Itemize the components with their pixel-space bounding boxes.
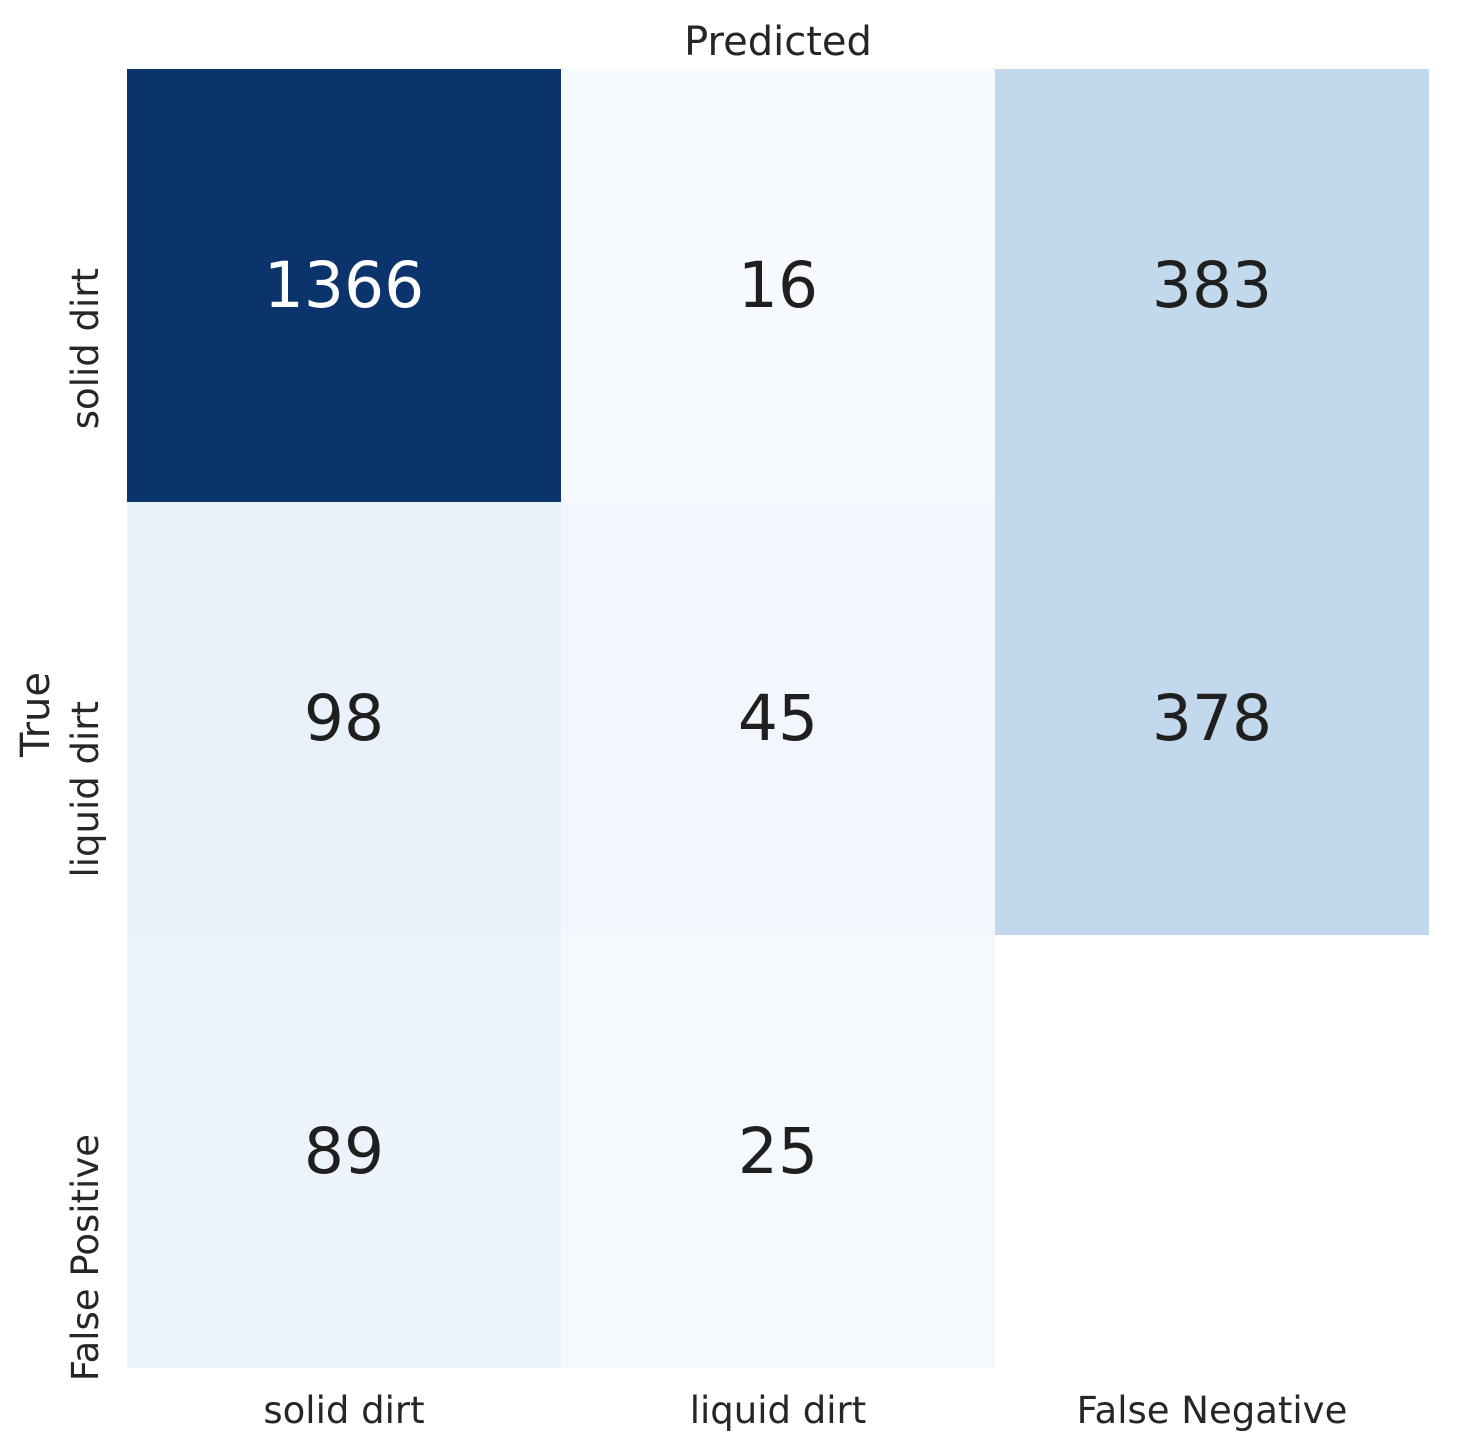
chart-title: Predicted: [684, 19, 872, 65]
x-tick-label-0: solid dirt: [263, 1389, 425, 1432]
heatmap-cell-r2c1: 25: [561, 935, 995, 1368]
heatmap-cell-r0c2: 383: [995, 69, 1429, 502]
y-axis-label: True: [13, 672, 59, 757]
heatmap-cell-r0c0: 1366: [127, 69, 561, 502]
y-tick-label-0: solid dirt: [64, 267, 107, 429]
heatmap-cell-r1c1: 45: [561, 502, 995, 935]
heatmap-cell-r2c0: 89: [127, 935, 561, 1368]
heatmap-cell-r0c1: 16: [561, 69, 995, 502]
heatmap-grid: 1366 16 383 98 45 378 89 25: [127, 69, 1429, 1368]
y-tick-label-1: liquid dirt: [64, 700, 107, 878]
y-tick-label-2: False Positive: [64, 1133, 107, 1381]
x-tick-label-2: False Negative: [1076, 1389, 1348, 1432]
heatmap-cell-r1c0: 98: [127, 502, 561, 935]
x-tick-label-1: liquid dirt: [689, 1389, 867, 1432]
heatmap-cell-r1c2: 378: [995, 502, 1429, 935]
heatmap-cell-r2c2: [995, 935, 1429, 1368]
